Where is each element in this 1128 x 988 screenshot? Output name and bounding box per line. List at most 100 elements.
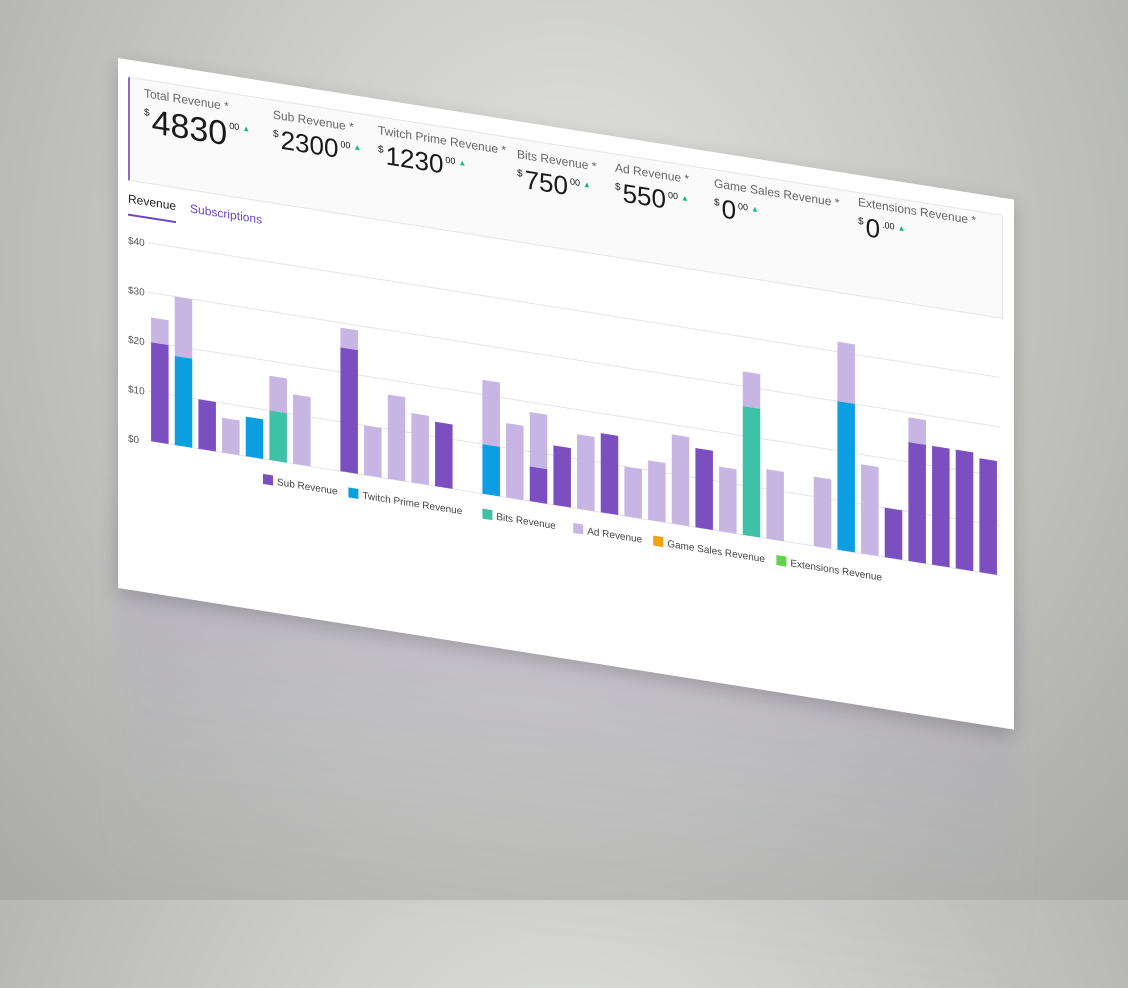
y-tick-label: $30 <box>128 285 145 299</box>
trend-up-icon: ▲ <box>242 123 251 134</box>
bar-sub-revenue <box>198 399 216 452</box>
bar-ad-revenue <box>648 460 666 523</box>
legend-swatch <box>263 473 273 486</box>
metric-value: 0 <box>865 212 881 245</box>
bar-sub-revenue <box>955 449 974 572</box>
currency-symbol: $ <box>273 128 279 141</box>
bar-ad-revenue <box>364 425 382 478</box>
bar-ad-revenue <box>293 394 311 467</box>
metric-bits-revenue: Bits Revenue * $ 750 00 ▲ <box>517 147 596 204</box>
bar-ad-revenue <box>766 469 784 542</box>
gridline <box>148 390 1000 527</box>
metric-cents: 00 <box>738 200 749 213</box>
bar-ad-revenue <box>222 417 240 456</box>
currency-symbol: $ <box>858 215 864 228</box>
bar-ad-revenue <box>577 434 595 512</box>
bar-sub-revenue <box>435 421 453 489</box>
metric-extensions-revenue: Extensions Revenue * $ 0 .00 ▲ <box>858 195 976 258</box>
legend-label: Bits Revenue <box>496 512 556 532</box>
bar-sub-revenue <box>695 448 713 530</box>
metric-cents: 00 <box>569 176 580 188</box>
currency-symbol: $ <box>144 107 150 119</box>
metric-twitch-prime-revenue: Twitch Prime Revenue * $ 1230 00 ▲ <box>378 123 506 187</box>
bar-sub-revenue <box>340 347 358 474</box>
metric-cents: 00 <box>229 120 240 133</box>
trend-up-icon: ▲ <box>582 179 591 190</box>
metric-cents: .00 <box>882 219 895 232</box>
metric-game-sales-revenue: Game Sales Revenue * $ 0 00 ▲ <box>714 176 839 240</box>
chart-svg: $40 $30 $20 $10 $0 Sub Revenue Twitch Prime Re… <box>128 236 1000 584</box>
trend-up-icon: ▲ <box>458 157 467 169</box>
currency-symbol: $ <box>517 168 523 180</box>
y-tick-label: $40 <box>128 236 145 250</box>
bar-sub-revenue <box>600 433 619 516</box>
trend-up-icon: ▲ <box>897 223 906 234</box>
legend-label: Twitch Prime Revenue <box>362 491 462 518</box>
y-tick-label: $20 <box>128 335 145 349</box>
legend-swatch <box>348 487 359 499</box>
bar-ad-revenue <box>861 464 879 557</box>
gridline <box>148 291 1000 428</box>
currency-symbol: $ <box>615 181 621 194</box>
bar-sub-revenue <box>151 342 169 444</box>
metric-value: 0 <box>721 193 737 226</box>
bar-ad-revenue <box>174 296 193 359</box>
metric-value: 4830 <box>151 103 228 154</box>
metric-ad-revenue: Ad Revenue * $ 550 00 ▲ <box>615 161 689 217</box>
bar-ad-revenue <box>813 476 832 549</box>
currency-symbol: $ <box>714 197 720 210</box>
y-tick-label: $10 <box>128 384 145 398</box>
bar-ad-revenue <box>506 423 524 501</box>
tab-revenue[interactable]: Revenue <box>128 191 177 224</box>
metric-total-revenue: Total Revenue * $ 4830 00 ▲ <box>144 86 250 155</box>
metric-value: 550 <box>622 177 666 215</box>
currency-symbol: $ <box>378 144 384 156</box>
revenue-dashboard-card: Total Revenue * $ 4830 00 ▲ Sub Revenue … <box>118 58 1014 730</box>
bar-bits-revenue <box>269 410 287 463</box>
bar-sub-revenue <box>908 442 926 564</box>
bar-ad-revenue <box>719 466 737 534</box>
bar-twitch-prime-revenue <box>482 444 500 497</box>
bar-sub-revenue <box>932 445 950 568</box>
bar-ad-revenue <box>340 327 358 351</box>
metric-value: 750 <box>524 164 568 202</box>
stage: Total Revenue * $ 4830 00 ▲ Sub Revenue … <box>118 58 1014 988</box>
gridline <box>148 242 1000 378</box>
bar-ad-revenue <box>411 413 429 486</box>
metric-value: 2300 <box>280 124 339 164</box>
bar-ad-revenue <box>387 394 406 482</box>
bar-ad-revenue <box>269 375 287 414</box>
metric-cents: 00 <box>340 139 351 151</box>
legend-swatch <box>653 535 664 548</box>
bar-bits-revenue <box>742 406 761 538</box>
metric-cents: 00 <box>445 154 456 167</box>
gridline <box>148 440 1000 576</box>
bar-sub-revenue <box>979 458 997 575</box>
metric-value: 1230 <box>385 140 444 180</box>
revenue-chart: $40 $30 $20 $10 $0 Sub Revenue Twitch Prime Re… <box>118 228 1014 700</box>
gridline <box>148 341 1000 477</box>
bar-ad-revenue <box>742 371 761 409</box>
trend-up-icon: ▲ <box>680 192 689 204</box>
metric-cents: 00 <box>667 189 678 202</box>
y-tick-label: $0 <box>128 434 140 447</box>
metric-sub-revenue: Sub Revenue * $ 2300 00 ▲ <box>273 107 361 165</box>
legend-label: Sub Revenue <box>277 477 338 498</box>
bar-twitch-prime-revenue <box>174 355 193 448</box>
bar-sub-revenue <box>553 445 571 508</box>
legend-label: Game Sales Revenue <box>667 539 765 565</box>
bar-ad-revenue <box>482 379 500 447</box>
bar-ad-revenue <box>671 434 690 527</box>
trend-up-icon: ▲ <box>353 142 362 153</box>
bar-ad-revenue <box>837 336 855 404</box>
bar-sub-revenue <box>884 507 903 560</box>
bar-ad-revenue <box>908 417 926 445</box>
legend-swatch <box>482 508 493 521</box>
tab-subscriptions[interactable]: Subscriptions <box>190 201 263 227</box>
trend-up-icon: ▲ <box>751 204 759 215</box>
bar-ad-revenue <box>624 466 642 519</box>
bar-sub-revenue <box>529 466 548 504</box>
bar-twitch-prime-revenue <box>245 416 264 459</box>
legend-swatch <box>776 555 787 567</box>
legend-label: Extensions Revenue <box>790 558 882 583</box>
